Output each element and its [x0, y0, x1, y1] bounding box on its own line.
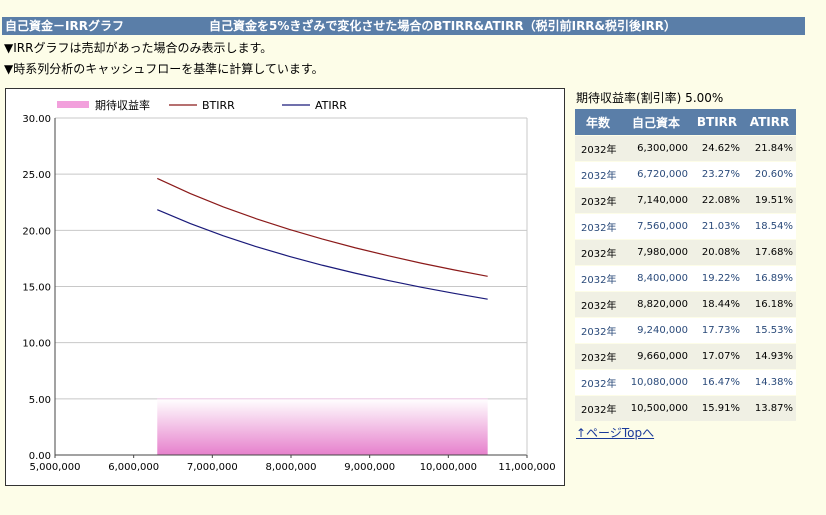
- header-bar: 自己資金－IRRグラフ 自己資金を5%きざみで変化させた場合のBTIRR&ATI…: [2, 17, 805, 35]
- col-header-equity: 自己資本: [621, 109, 691, 135]
- y-tick-label: 10.00: [22, 339, 51, 350]
- btirr-series-line: [157, 177, 488, 277]
- cell-year: 2032年: [575, 370, 621, 395]
- cell-atirr: 19.51%: [743, 188, 796, 213]
- cell-btirr: 21.03%: [691, 214, 743, 239]
- cell-equity: 7,980,000: [621, 240, 691, 265]
- cell-equity: 6,720,000: [621, 162, 691, 187]
- cell-atirr: 14.93%: [743, 344, 796, 369]
- cell-equity: 9,660,000: [621, 344, 691, 369]
- cell-equity: 9,240,000: [621, 318, 691, 343]
- cell-btirr: 18.44%: [691, 292, 743, 317]
- cell-year: 2032年: [575, 214, 621, 239]
- cell-btirr: 19.22%: [691, 266, 743, 291]
- cell-atirr: 14.38%: [743, 370, 796, 395]
- y-tick-label: 30.00: [22, 114, 51, 125]
- x-tick-label: 9,000,000: [344, 462, 395, 473]
- x-tick-label: 10,000,000: [420, 462, 477, 473]
- cell-btirr: 24.62%: [691, 136, 743, 161]
- cell-equity: 10,080,000: [621, 370, 691, 395]
- table-row: 2032年 10,500,000 15.91% 13.87%: [575, 396, 796, 421]
- x-tick-label: 6,000,000: [108, 462, 159, 473]
- cell-btirr: 20.08%: [691, 240, 743, 265]
- cell-btirr: 17.73%: [691, 318, 743, 343]
- page-top-link[interactable]: ↑ページTopへ: [576, 426, 655, 440]
- cell-year: 2032年: [575, 188, 621, 213]
- table-row: 2032年 7,140,000 22.08% 19.51%: [575, 188, 796, 213]
- y-tick-label: 25.00: [22, 170, 51, 181]
- y-tick-label: 5.00: [29, 395, 51, 406]
- cell-btirr: 15.91%: [691, 396, 743, 421]
- cell-btirr: 17.07%: [691, 344, 743, 369]
- cell-equity: 7,140,000: [621, 188, 691, 213]
- y-tick-label: 20.00: [22, 226, 51, 237]
- legend-swatch-expected-return: [57, 101, 89, 108]
- table-row: 2032年 10,080,000 16.47% 14.38%: [575, 370, 796, 395]
- table-row: 2032年 7,560,000 21.03% 18.54%: [575, 214, 796, 239]
- table-row: 2032年 7,980,000 20.08% 17.68%: [575, 240, 796, 265]
- col-header-atirr: ATIRR: [743, 109, 796, 135]
- cell-equity: 6,300,000: [621, 136, 691, 161]
- irr-chart-svg: 5,000,000 6,000,000 7,000,000 8,000,000 9,00…: [22, 98, 555, 473]
- cell-btirr: 22.08%: [691, 188, 743, 213]
- x-tick-label: 11,000,000: [498, 462, 555, 473]
- cell-year: 2032年: [575, 344, 621, 369]
- cell-atirr: 18.54%: [743, 214, 796, 239]
- legend-label: 期待収益率: [95, 98, 150, 112]
- legend-label: ATIRR: [315, 99, 347, 112]
- cell-year: 2032年: [575, 136, 621, 161]
- cell-year: 2032年: [575, 396, 621, 421]
- cell-equity: 10,500,000: [621, 396, 691, 421]
- y-tick-label: 0.00: [29, 451, 51, 462]
- cell-btirr: 23.27%: [691, 162, 743, 187]
- table-row: 2032年 6,300,000 24.62% 21.84%: [575, 136, 796, 161]
- table-row: 2032年 6,720,000 23.27% 20.60%: [575, 162, 796, 187]
- header-subtitle: 自己資金を5%きざみで変化させた場合のBTIRR&ATIRR（税引前IRR&税引…: [209, 19, 676, 33]
- note-sale-only: ▼IRRグラフは売却があった場合のみ表示します。: [4, 41, 273, 55]
- cell-btirr: 16.47%: [691, 370, 743, 395]
- cell-atirr: 13.87%: [743, 396, 796, 421]
- irr-table-header-row: 年数 自己資本 BTIRR ATIRR: [575, 109, 796, 135]
- table-row: 2032年 9,240,000 17.73% 15.53%: [575, 318, 796, 343]
- cell-atirr: 16.89%: [743, 266, 796, 291]
- cell-atirr: 16.18%: [743, 292, 796, 317]
- col-header-btirr: BTIRR: [691, 109, 743, 135]
- cell-year: 2032年: [575, 240, 621, 265]
- cell-atirr: 20.60%: [743, 162, 796, 187]
- cell-equity: 8,400,000: [621, 266, 691, 291]
- cell-equity: 7,560,000: [621, 214, 691, 239]
- irr-chart: 5,000,000 6,000,000 7,000,000 8,000,000 9,00…: [5, 88, 565, 486]
- cell-equity: 8,820,000: [621, 292, 691, 317]
- x-tick-label: 8,000,000: [266, 462, 317, 473]
- discount-rate-title: 期待収益率(割引率) 5.00%: [576, 91, 724, 105]
- x-tick-label: 5,000,000: [30, 462, 81, 473]
- table-row: 2032年 8,400,000 19.22% 16.89%: [575, 266, 796, 291]
- cell-year: 2032年: [575, 318, 621, 343]
- note-cashflow-basis: ▼時系列分析のキャッシュフローを基準に計算しています。: [4, 62, 324, 76]
- expected-return-area: [157, 398, 488, 455]
- cell-atirr: 15.53%: [743, 318, 796, 343]
- cell-atirr: 17.68%: [743, 240, 796, 265]
- atirr-series-line: [157, 209, 488, 300]
- header-title: 自己資金－IRRグラフ: [5, 19, 124, 33]
- y-tick-label: 15.00: [22, 283, 51, 294]
- legend-label: BTIRR: [202, 99, 235, 112]
- irr-table: 年数 自己資本 BTIRR ATIRR 2032年 6,300,000 24.62%…: [575, 108, 796, 422]
- table-row: 2032年 8,820,000 18.44% 16.18%: [575, 292, 796, 317]
- cell-year: 2032年: [575, 162, 621, 187]
- cell-year: 2032年: [575, 292, 621, 317]
- table-row: 2032年 9,660,000 17.07% 14.93%: [575, 344, 796, 369]
- cell-atirr: 21.84%: [743, 136, 796, 161]
- x-tick-label: 7,000,000: [187, 462, 238, 473]
- col-header-year: 年数: [575, 109, 621, 135]
- cell-year: 2032年: [575, 266, 621, 291]
